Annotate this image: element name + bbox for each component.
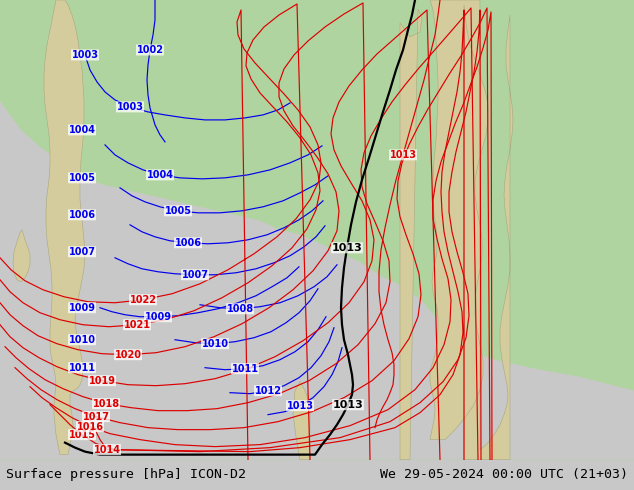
Text: 1010: 1010 [202, 339, 228, 349]
Text: 1005: 1005 [68, 173, 96, 183]
Text: 1013: 1013 [333, 400, 363, 410]
Text: 1012: 1012 [254, 386, 281, 396]
Text: 1016: 1016 [77, 422, 103, 432]
Polygon shape [400, 9, 422, 460]
Text: 1007: 1007 [68, 247, 96, 257]
Text: 1014: 1014 [93, 444, 120, 455]
Text: 1007: 1007 [181, 270, 209, 280]
Text: 1003: 1003 [72, 50, 98, 60]
Text: 1019: 1019 [89, 376, 115, 386]
Text: 1011: 1011 [231, 364, 259, 374]
Text: 1018: 1018 [93, 399, 120, 409]
Polygon shape [0, 0, 634, 460]
Text: 1006: 1006 [68, 210, 96, 220]
Text: 1005: 1005 [164, 206, 191, 216]
Text: 1011: 1011 [68, 363, 96, 373]
Text: 1020: 1020 [115, 350, 141, 360]
Text: 1009: 1009 [68, 303, 96, 313]
Text: 1010: 1010 [68, 335, 96, 345]
Text: 1003: 1003 [117, 102, 143, 112]
Text: 1004: 1004 [146, 170, 174, 180]
Polygon shape [0, 0, 634, 460]
Text: 1008: 1008 [226, 304, 254, 314]
Text: 1013: 1013 [332, 243, 363, 253]
Text: 1013: 1013 [389, 150, 417, 160]
Text: 1021: 1021 [124, 320, 150, 330]
Text: 1022: 1022 [129, 295, 157, 305]
Polygon shape [430, 0, 513, 460]
Polygon shape [44, 0, 85, 455]
Polygon shape [13, 230, 30, 282]
Text: Surface pressure [hPa] ICON-D2: Surface pressure [hPa] ICON-D2 [6, 468, 247, 481]
Text: 1015: 1015 [68, 430, 96, 440]
Text: We 29-05-2024 00:00 UTC (21+03): We 29-05-2024 00:00 UTC (21+03) [380, 468, 628, 481]
Text: 1017: 1017 [82, 412, 110, 422]
Polygon shape [293, 382, 310, 460]
Text: 1006: 1006 [174, 238, 202, 248]
Text: 1013: 1013 [287, 401, 313, 411]
Text: 1009: 1009 [145, 312, 172, 322]
Text: 1002: 1002 [136, 45, 164, 55]
Text: 1004: 1004 [68, 125, 96, 135]
